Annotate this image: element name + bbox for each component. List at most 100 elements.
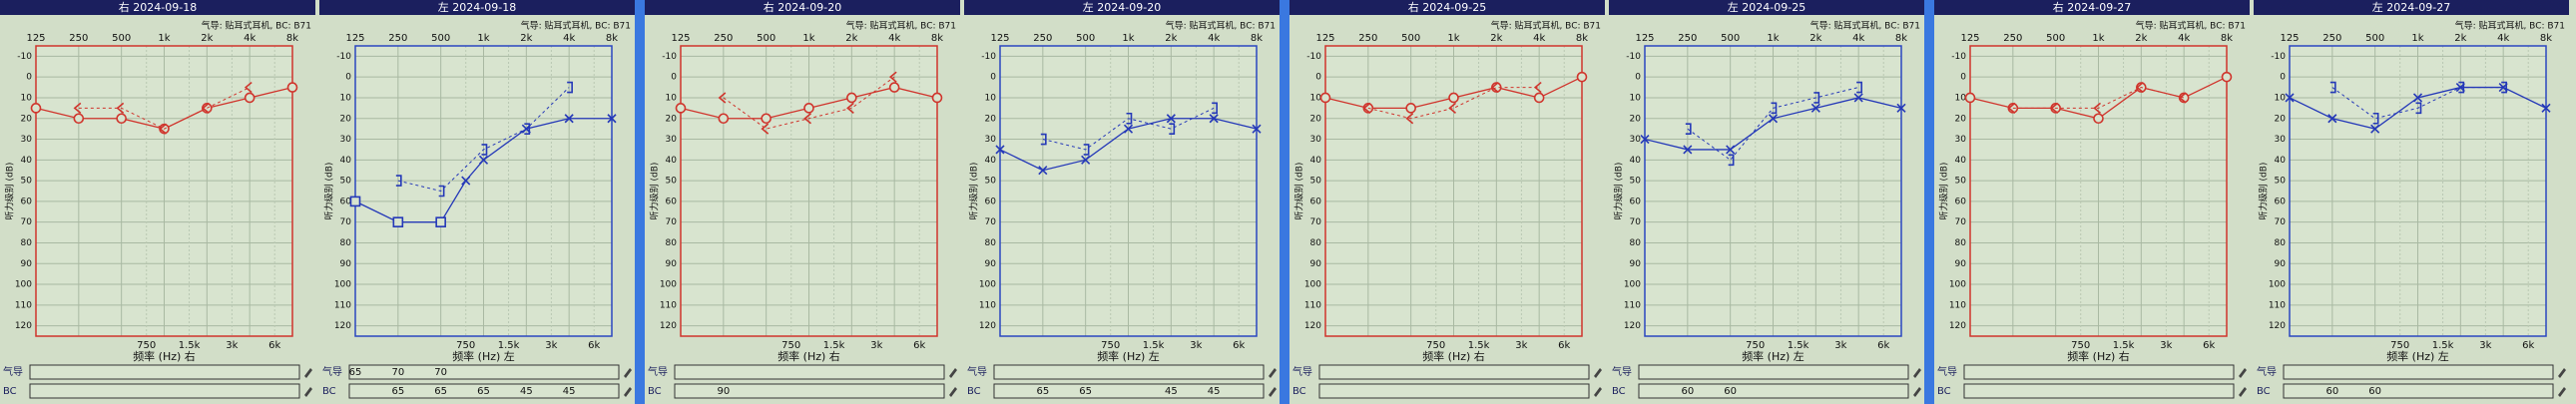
panel-title: 左 2024-09-20 — [1083, 1, 1161, 14]
series-line — [78, 87, 251, 130]
x2-tick-label: 3k — [2160, 340, 2172, 351]
y-tick-label: 40 — [1630, 156, 1642, 166]
panel-subtitle: 气导: 贴耳式耳机, BC: B71 — [846, 20, 956, 32]
y-tick-label: 0 — [1635, 73, 1641, 83]
marker-bc-right — [888, 71, 897, 83]
x-tick-label: 1k — [1767, 33, 1779, 44]
masking-row-label: BC — [2257, 386, 2271, 397]
marker-x — [1853, 93, 1863, 103]
y-tick-label: -10 — [1306, 52, 1321, 62]
title-bar — [0, 0, 315, 15]
x2-tick-label: 750 — [781, 340, 800, 351]
y-tick-label: 30 — [1310, 135, 1322, 145]
x-tick-label: 2k — [2135, 33, 2147, 44]
x-axis-label: 频率 (Hz) 右 — [777, 349, 840, 363]
masking-value: 90 — [717, 386, 730, 397]
marker-bc-right — [73, 102, 82, 114]
marker-x — [1252, 124, 1262, 134]
y-tick-label: 30 — [340, 135, 352, 145]
masking-row-label: BC — [1937, 386, 1951, 397]
marker-circle — [1964, 92, 1976, 104]
y-tick-label: 70 — [1630, 217, 1642, 227]
y-axis-label: 听力级别 (dB) — [4, 163, 16, 220]
marker-x — [1896, 103, 1906, 113]
panel-title: 右 2024-09-18 — [119, 0, 197, 14]
x2-tick-label: 750 — [2390, 340, 2409, 351]
marker-bc-left — [438, 185, 445, 198]
marker-x — [2327, 114, 2337, 124]
marker-bc-left — [1040, 133, 1047, 146]
x-tick-label: 250 — [1033, 33, 1052, 44]
plot-frame — [999, 45, 1258, 337]
marker-circle — [73, 113, 85, 125]
masking-row-box — [1963, 383, 2235, 399]
marker-circle — [718, 113, 730, 125]
y-tick-label: 10 — [1310, 93, 1322, 103]
masking-row-label: 气导 — [967, 365, 987, 378]
title-bar — [645, 0, 960, 15]
marker-x — [1081, 155, 1091, 165]
x-tick-label: 250 — [69, 33, 88, 44]
y-tick-label: 90 — [666, 259, 678, 269]
x-tick-label: 2k — [520, 33, 532, 44]
marker-circle — [761, 113, 772, 125]
y-tick-label: 70 — [340, 217, 352, 227]
y-tick-label: -10 — [1626, 52, 1641, 62]
masking-value: 65 — [477, 386, 490, 397]
x2-tick-label: 1.5k — [1143, 340, 1165, 351]
marker-bc-right — [718, 92, 727, 104]
masking-row-box — [993, 364, 1265, 380]
x2-tick-label: 6k — [268, 340, 280, 351]
panel-subtitle: 气导: 贴耳式耳机, BC: B71 — [1491, 20, 1601, 32]
marker-bc-left — [1212, 102, 1218, 115]
edit-icon — [1594, 368, 1602, 378]
x-tick-label: 2k — [845, 33, 857, 44]
y-tick-label: 30 — [21, 135, 33, 145]
y-tick-label: 10 — [21, 93, 33, 103]
masking-row-label: 气导 — [648, 365, 668, 378]
y-axis-label: 听力级别 (dB) — [1613, 163, 1625, 220]
marker-bc-left — [524, 123, 531, 135]
x-axis-label: 频率 (Hz) 右 — [2067, 349, 2130, 363]
masking-row-box — [1318, 383, 1590, 399]
marker-x — [1810, 103, 1820, 113]
x2-tick-label: 3k — [2479, 340, 2491, 351]
x2-tick-label: 750 — [456, 340, 475, 351]
marker-circle — [244, 92, 256, 104]
y-tick-label: -10 — [981, 52, 996, 62]
masking-value: 65 — [434, 386, 447, 397]
series-line — [1367, 87, 1540, 120]
x-tick-label: 500 — [1401, 33, 1420, 44]
masking-value: 45 — [520, 386, 533, 397]
marker-x — [2412, 93, 2423, 103]
panel-subtitle: 气导: 贴耳式耳机, BC: B71 — [202, 20, 311, 32]
y-tick-label: 10 — [1630, 93, 1642, 103]
y-tick-label: 120 — [660, 321, 677, 331]
marker-bc-left — [1685, 123, 1692, 135]
y-tick-label: 0 — [1315, 73, 1321, 83]
y-tick-label: 30 — [985, 135, 997, 145]
x-axis-label: 频率 (Hz) 左 — [1742, 349, 1804, 363]
y-tick-label: 110 — [1949, 300, 1966, 310]
marker-square — [435, 216, 446, 227]
x2-tick-label: 6k — [1877, 340, 1889, 351]
marker-bc-left — [2329, 81, 2336, 94]
marker-circle — [30, 103, 42, 114]
y-tick-label: 90 — [21, 259, 33, 269]
masking-row-label: BC — [322, 386, 336, 397]
x-tick-label: 1k — [802, 33, 814, 44]
x2-tick-label: 750 — [2071, 340, 2090, 351]
x-tick-label: 250 — [714, 33, 733, 44]
plot-frame — [35, 45, 293, 337]
edit-icon — [1913, 368, 1921, 378]
y-tick-label: 110 — [334, 300, 351, 310]
x-tick-label: 8k — [606, 33, 618, 44]
edit-icon — [949, 368, 957, 378]
plot-frame — [2289, 45, 2547, 337]
masking-row-label: 气导 — [322, 365, 342, 378]
plot-frame — [680, 45, 938, 337]
y-tick-label: 90 — [2275, 259, 2287, 269]
y-axis-label: 听力级别 (dB) — [649, 163, 661, 220]
x-tick-label: 500 — [1721, 33, 1740, 44]
